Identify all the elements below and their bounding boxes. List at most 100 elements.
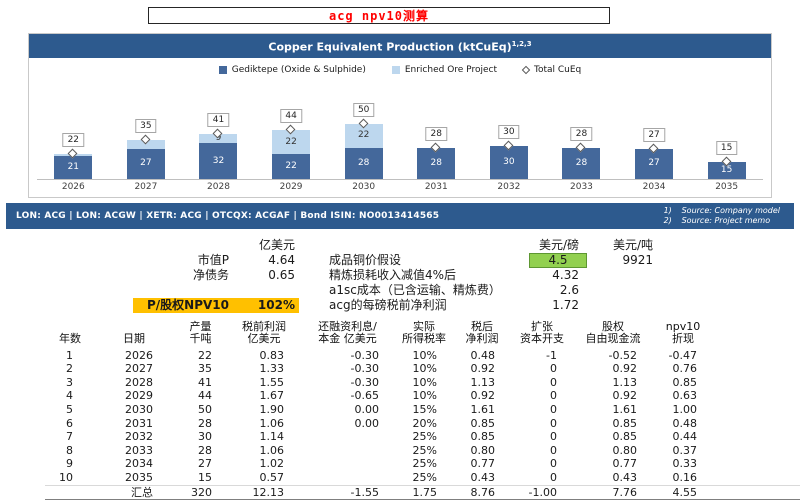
table-cell[interactable]: 10% — [412, 389, 437, 403]
summary-value-cell[interactable]: 4.64 — [268, 252, 295, 267]
table-cell[interactable]: -0.47 — [668, 348, 697, 362]
table-cell[interactable]: 0.43 — [612, 471, 638, 484]
table-cell[interactable]: 1.13 — [470, 375, 496, 389]
table-cell[interactable]: 10% — [412, 362, 437, 376]
table-cell[interactable]: 44 — [198, 389, 212, 403]
price-value-ton-cell[interactable]: 9921 — [622, 252, 653, 267]
table-cell[interactable]: 320 — [191, 485, 212, 499]
table-cell[interactable]: 2029 — [125, 389, 153, 403]
price-label-cell[interactable]: acg的每磅税前净利润 — [329, 297, 447, 312]
table-cell[interactable]: 0.48 — [672, 416, 698, 430]
table-cell[interactable]: 2032 — [125, 430, 153, 444]
table-cell[interactable]: 0.00 — [354, 416, 380, 430]
table-cell[interactable]: 1.06 — [259, 416, 285, 430]
table-cell[interactable]: -0.30 — [350, 362, 379, 376]
table-cell[interactable]: 8 — [66, 443, 73, 457]
price-value-ton-cell[interactable] — [587, 268, 661, 283]
table-cell[interactable]: 0.16 — [672, 471, 698, 484]
table-cell[interactable]: -0.30 — [350, 375, 379, 389]
summary-label-cell[interactable] — [133, 283, 235, 298]
table-cell[interactable]: 6 — [66, 416, 73, 430]
table-cell[interactable]: 0 — [550, 389, 557, 403]
table-cell[interactable]: 汇总 — [131, 485, 153, 499]
table-cell[interactable]: 1.61 — [612, 403, 638, 417]
summary-value-cell[interactable]: 102% — [235, 297, 299, 313]
table-cell[interactable]: 30 — [198, 430, 212, 444]
price-label-cell[interactable]: 精炼损耗收入减值4%后 — [329, 267, 457, 282]
table-cell[interactable]: 0.92 — [612, 362, 638, 376]
table-cell[interactable]: -0.30 — [350, 348, 379, 362]
table-cell[interactable]: 2027 — [125, 362, 153, 376]
table-cell[interactable]: 7 — [66, 430, 73, 444]
table-cell[interactable]: 1.00 — [672, 403, 698, 417]
table-cell[interactable]: 0.80 — [470, 443, 496, 457]
table-cell[interactable]: 0.85 — [470, 416, 496, 430]
price-value-cell[interactable]: 1.72 — [552, 297, 579, 312]
table-cell[interactable]: -1.00 — [528, 485, 557, 499]
table-cell[interactable]: 0.57 — [259, 471, 285, 484]
table-cell[interactable]: 5 — [66, 403, 73, 417]
table-cell[interactable]: 25% — [412, 430, 437, 444]
table-cell[interactable]: -1.55 — [350, 485, 379, 499]
table-cell[interactable]: 2 — [66, 362, 73, 376]
table-cell[interactable]: 3 — [66, 375, 73, 389]
table-cell[interactable]: 0.37 — [672, 443, 698, 457]
table-cell[interactable]: 7.76 — [612, 485, 638, 499]
table-cell[interactable]: 0.92 — [470, 362, 496, 376]
table-cell[interactable]: 2028 — [125, 375, 153, 389]
table-cell[interactable]: 10 — [59, 471, 73, 484]
table-cell[interactable]: 0.44 — [672, 430, 698, 444]
table-cell[interactable]: 0.85 — [612, 416, 638, 430]
summary-label-cell[interactable]: P/股权NPV10 — [133, 297, 235, 313]
table-cell[interactable] — [300, 444, 395, 458]
table-cell[interactable]: 15 — [198, 471, 212, 484]
summary-value-cell[interactable] — [235, 283, 299, 298]
table-cell[interactable]: 1.67 — [259, 389, 285, 403]
table-cell[interactable]: 1.90 — [259, 403, 285, 417]
table-cell[interactable]: 10% — [412, 348, 437, 362]
price-label-cell[interactable]: 成品铜价假设 — [329, 252, 402, 267]
table-cell[interactable]: 0 — [550, 403, 557, 417]
summary-label-cell[interactable]: 净债务 — [192, 267, 229, 282]
table-cell[interactable]: -1 — [546, 348, 557, 362]
table-cell[interactable]: 0.85 — [470, 430, 496, 444]
table-cell[interactable]: 0 — [550, 375, 557, 389]
table-cell[interactable]: 0 — [550, 471, 557, 484]
table-cell[interactable]: 0.77 — [612, 457, 638, 471]
summary-value-cell[interactable]: 0.65 — [268, 267, 295, 282]
table-cell[interactable]: 0.48 — [470, 348, 496, 362]
table-cell[interactable]: 0.80 — [612, 443, 638, 457]
table-cell[interactable]: 20% — [412, 416, 437, 430]
table-cell[interactable]: 50 — [198, 403, 212, 417]
table-cell[interactable]: 25% — [412, 457, 437, 471]
copper-price-input-cell[interactable]: 4.5 — [529, 252, 587, 268]
table-cell[interactable]: 0.83 — [259, 348, 285, 362]
table-cell[interactable] — [45, 486, 95, 500]
table-cell[interactable]: 4.55 — [672, 485, 698, 499]
table-cell[interactable]: 15% — [412, 403, 437, 417]
table-cell[interactable]: 25% — [412, 443, 437, 457]
table-cell[interactable]: 25% — [412, 471, 437, 484]
table-cell[interactable]: 2030 — [125, 403, 153, 417]
table-cell[interactable]: 22 — [198, 348, 212, 362]
table-cell[interactable]: 35 — [198, 362, 212, 376]
table-cell[interactable]: 28 — [198, 416, 212, 430]
table-cell[interactable]: 0.00 — [354, 403, 380, 417]
table-cell[interactable]: 0.33 — [672, 457, 698, 471]
table-cell[interactable]: 1.13 — [612, 375, 638, 389]
table-cell[interactable]: -0.52 — [608, 348, 637, 362]
table-cell[interactable]: 10% — [412, 375, 437, 389]
table-cell[interactable]: 4 — [66, 389, 73, 403]
price-value-ton-cell[interactable] — [587, 298, 661, 313]
price-value-cell[interactable]: 4.32 — [552, 267, 579, 282]
table-cell[interactable]: 0 — [550, 416, 557, 430]
table-cell[interactable] — [300, 457, 395, 471]
table-cell[interactable]: 41 — [198, 375, 212, 389]
table-cell[interactable]: 1 — [66, 348, 73, 362]
table-cell[interactable]: 0 — [550, 362, 557, 376]
table-cell[interactable]: -0.65 — [350, 389, 379, 403]
table-cell[interactable]: 0 — [550, 457, 557, 471]
table-cell[interactable]: 0 — [550, 443, 557, 457]
table-cell[interactable]: 9 — [66, 457, 73, 471]
table-cell[interactable]: 0.77 — [470, 457, 496, 471]
